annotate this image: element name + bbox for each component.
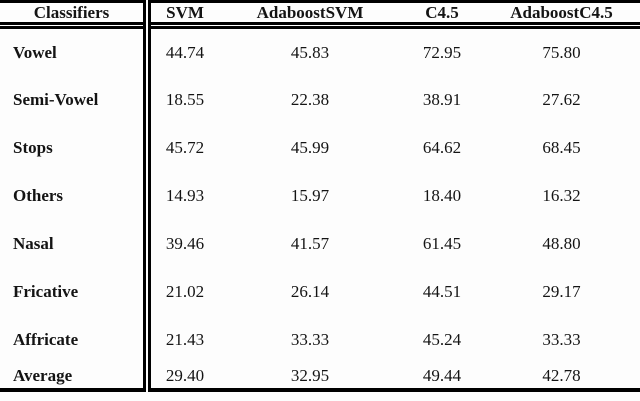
cell-svm: 21.43	[165, 330, 205, 349]
cell-adaboostc45: 27.62	[542, 90, 581, 109]
table-row-fricative: Fricative 21.02 26.14 44.51 29.17	[0, 267, 640, 316]
row-label: Average	[0, 363, 151, 390]
column-header-c45: C4.5	[401, 1, 483, 25]
cell-adaboostsvm: 45.83	[290, 42, 330, 62]
cell-adaboostsvm: 22.38	[290, 90, 330, 109]
cell-adaboostc45: 42.78	[542, 366, 581, 385]
cell-adaboostsvm: 32.95	[290, 366, 330, 385]
cell-adaboostsvm: 41.57	[290, 234, 330, 253]
column-header-adaboostsvm: AdaboostSVM	[219, 1, 401, 25]
header-row: Classifiers SVM AdaboostSVM C4.5 Adaboos…	[0, 1, 640, 25]
cell-adaboostc45: 48.80	[542, 234, 581, 253]
cell-c45: 38.91	[422, 90, 462, 109]
cell-c45: 18.40	[422, 186, 462, 205]
table-row-nasal: Nasal 39.46 41.57 61.45 48.80	[0, 219, 640, 268]
cell-adaboostc45: 75.80	[542, 42, 581, 62]
cell-adaboostsvm: 26.14	[290, 282, 330, 301]
classifier-results-table: Classifiers SVM AdaboostSVM C4.5 Adaboos…	[0, 0, 640, 392]
column-header-adaboostc45: AdaboostC4.5	[483, 1, 640, 25]
row-label: Nasal	[0, 219, 151, 268]
cell-adaboostsvm: 45.99	[290, 138, 330, 157]
cell-adaboostc45: 33.33	[542, 330, 581, 349]
cell-c45: 49.44	[422, 366, 462, 385]
row-label: Vowel	[0, 27, 151, 76]
cell-adaboostc45: 16.32	[542, 186, 581, 205]
cell-svm: 21.02	[165, 282, 205, 301]
cell-c45: 64.62	[422, 138, 462, 157]
row-label: Affricate	[0, 315, 151, 364]
table-row-average: Average 29.40 32.95 49.44 42.78	[0, 363, 640, 390]
cell-adaboostsvm: 33.33	[290, 330, 330, 349]
table-row-others: Others 14.93 15.97 18.40 16.32	[0, 171, 640, 220]
double-rule-spacer	[0, 23, 640, 29]
row-label: Others	[0, 171, 151, 220]
cell-adaboostc45: 68.45	[542, 138, 581, 157]
table-row-affricate: Affricate 21.43 33.33 45.24 33.33	[0, 315, 640, 364]
cell-svm: 29.40	[165, 366, 205, 385]
row-label: Stops	[0, 123, 151, 172]
cell-svm: 18.55	[165, 90, 205, 109]
cell-c45: 61.45	[422, 234, 462, 253]
cell-adaboostc45: 29.17	[542, 282, 581, 301]
row-label: Fricative	[0, 267, 151, 316]
cell-svm: 44.74	[165, 42, 205, 62]
row-label: Semi-Vowel	[0, 75, 151, 124]
cell-svm: 39.46	[165, 234, 205, 253]
column-header-classifiers: Classifiers	[0, 1, 151, 25]
cell-svm: 14.93	[165, 186, 205, 205]
cell-c45: 72.95	[422, 42, 462, 62]
table-row-stops: Stops 45.72 45.99 64.62 68.45	[0, 123, 640, 172]
cell-adaboostsvm: 15.97	[290, 186, 330, 205]
cell-c45: 44.51	[422, 282, 462, 301]
column-header-svm: SVM	[147, 1, 219, 25]
cell-svm: 45.72	[165, 138, 205, 157]
table-row-semi-vowel: Semi-Vowel 18.55 22.38 38.91 27.62	[0, 75, 640, 124]
cell-c45: 45.24	[422, 330, 462, 349]
table-row-vowel: Vowel 44.74 45.83 72.95 75.80	[0, 27, 640, 76]
